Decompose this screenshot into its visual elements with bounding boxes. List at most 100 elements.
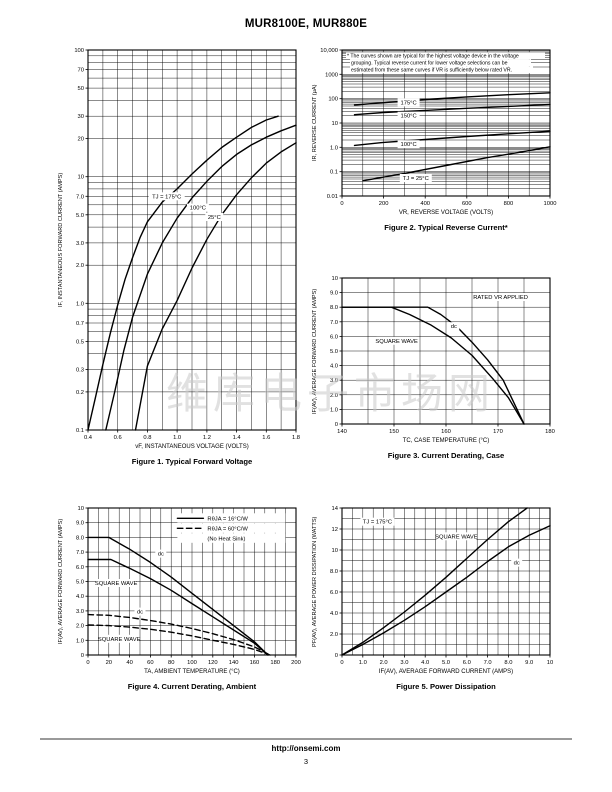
svg-text:1.4: 1.4 <box>233 435 242 441</box>
svg-text:1.0: 1.0 <box>359 660 367 666</box>
figure-5-y-axis-label: PF(AV), AVERAGE POWER DISSIPATION (WATTS… <box>312 516 318 647</box>
svg-text:150: 150 <box>389 429 399 435</box>
svg-text:(No Heat Sink): (No Heat Sink) <box>207 536 245 542</box>
svg-text:12: 12 <box>332 527 338 533</box>
figure-2-caption: Figure 2. Typical Reverse Current* <box>384 223 508 232</box>
svg-text:9.0: 9.0 <box>76 521 84 527</box>
svg-text:180: 180 <box>270 660 280 666</box>
svg-text:70: 70 <box>78 68 84 74</box>
svg-text:170: 170 <box>493 429 503 435</box>
svg-text:10: 10 <box>332 548 338 554</box>
svg-text:0: 0 <box>86 660 89 666</box>
figure-4-caption: Figure 4. Current Derating, Ambient <box>127 682 257 691</box>
svg-text:2.0: 2.0 <box>330 632 338 638</box>
svg-text:10: 10 <box>78 506 84 512</box>
svg-text:4.0: 4.0 <box>330 611 338 617</box>
figure-1-x-axis-label: vF, INSTANTANEOUS VOLTAGE (VOLTS) <box>135 444 249 450</box>
svg-text:SQUARE WAVE: SQUARE WAVE <box>435 534 478 540</box>
svg-text:0.4: 0.4 <box>84 435 93 441</box>
svg-text:0: 0 <box>81 653 84 659</box>
svg-text:10: 10 <box>547 660 553 666</box>
svg-text:5.0: 5.0 <box>442 660 450 666</box>
svg-text:4.0: 4.0 <box>330 364 338 370</box>
svg-text:8.0: 8.0 <box>330 305 338 311</box>
svg-text:2.0: 2.0 <box>330 393 338 399</box>
svg-text:dc: dc <box>137 610 143 616</box>
svg-text:140: 140 <box>337 429 347 435</box>
svg-text:600: 600 <box>462 201 472 207</box>
svg-text:100: 100 <box>187 660 197 666</box>
figure-4-x-axis-label: TA, AMBIENT TEMPERATURE (°C) <box>144 669 240 675</box>
svg-text:200: 200 <box>379 201 389 207</box>
figure-4-y-axis-label: IF(AV), AVERAGE FORWARD CURRENT (AMPS) <box>58 518 64 645</box>
svg-text:7.0: 7.0 <box>76 550 84 556</box>
svg-text:7.0: 7.0 <box>330 320 338 326</box>
svg-text:40: 40 <box>126 660 132 666</box>
svg-text:dc: dc <box>514 561 520 567</box>
svg-text:1000: 1000 <box>544 201 557 207</box>
svg-text:TJ = 175°C: TJ = 175°C <box>152 194 181 200</box>
figure-2: IR, REVERSE CURRENT (µA) 0 200 400 600 800 10… <box>312 44 558 232</box>
svg-text:RθJA = 60°C/W: RθJA = 60°C/W <box>207 526 248 532</box>
figure-4-plot: 0 20 40 60 80 100 120 140 160 180 200 10 9.0 8.0 7.0 6.… <box>76 506 301 666</box>
svg-text:160: 160 <box>250 660 260 666</box>
svg-text:6.0: 6.0 <box>330 334 338 340</box>
svg-text:9.0: 9.0 <box>330 291 338 297</box>
page-title: MUR8100E, MUR880E <box>244 18 368 30</box>
svg-text:100°C: 100°C <box>190 206 206 212</box>
svg-text:8.0: 8.0 <box>76 535 84 541</box>
svg-text:SQUARE WAVE: SQUARE WAVE <box>375 339 418 345</box>
svg-text:1.6: 1.6 <box>262 435 270 441</box>
figure-2-y-axis-label: IR, REVERSE CURRENT (µA) <box>312 84 318 162</box>
svg-text:8.0: 8.0 <box>330 569 338 575</box>
svg-text:dc: dc <box>158 552 164 558</box>
svg-text:estimated from these same curv: estimated from these same curves if VR i… <box>351 68 512 74</box>
svg-text:1.0: 1.0 <box>76 638 84 644</box>
svg-text:TJ = 25°C: TJ = 25°C <box>403 176 429 182</box>
svg-text:SQUARE WAVE: SQUARE WAVE <box>98 637 141 643</box>
figure-1-caption: Figure 1. Typical Forward Voltage <box>131 457 253 466</box>
svg-text:0.8: 0.8 <box>143 435 151 441</box>
svg-text:25°C: 25°C <box>208 215 221 221</box>
figure-2-plot: 0 200 400 600 800 1000 10,000 1000 100 10 1.0 0.1 0.… <box>320 48 557 207</box>
svg-text:10: 10 <box>332 276 338 282</box>
svg-text:100: 100 <box>74 48 84 54</box>
svg-text:1.2: 1.2 <box>203 435 211 441</box>
svg-text:0: 0 <box>335 653 338 659</box>
svg-text:3.0: 3.0 <box>400 660 408 666</box>
svg-text:3.0: 3.0 <box>76 609 84 615</box>
svg-text:0.3: 0.3 <box>76 368 84 374</box>
svg-text:6.0: 6.0 <box>330 590 338 596</box>
svg-text:RATED VR APPLIED: RATED VR APPLIED <box>473 295 528 301</box>
svg-text:9.0: 9.0 <box>525 660 533 666</box>
figure-2-x-axis-label: VR, REVERSE VOLTAGE (VOLTS) <box>398 210 494 216</box>
svg-text:400: 400 <box>420 201 430 207</box>
svg-text:4.0: 4.0 <box>421 660 429 666</box>
svg-text:100: 100 <box>328 97 338 103</box>
figure-5-caption: Figure 5. Power Dissipation <box>396 682 496 691</box>
figure-1: IF, INSTANTANEOUS FORWARD CURRENT (AMPS)… <box>58 44 304 466</box>
svg-text:7.0: 7.0 <box>76 194 84 200</box>
svg-text:1000: 1000 <box>325 72 338 78</box>
footer-page-number: 3 <box>303 757 309 766</box>
svg-text:100°C: 100°C <box>401 142 417 148</box>
figure-3-x-axis-label: TC, CASE TEMPERATURE (°C) <box>402 438 490 444</box>
figure-3: IF(AV), AVERAGE FORWARD CURRENT (AMPS) 1… <box>312 272 558 460</box>
svg-text:140: 140 <box>229 660 239 666</box>
svg-text:dc: dc <box>451 324 457 330</box>
svg-text:5.0: 5.0 <box>76 213 84 219</box>
svg-text:30: 30 <box>78 114 84 120</box>
svg-text:0.2: 0.2 <box>76 390 84 396</box>
svg-text:20: 20 <box>106 660 112 666</box>
svg-text:2.0: 2.0 <box>76 624 84 630</box>
svg-text:175°C: 175°C <box>401 100 417 106</box>
svg-text:3.0: 3.0 <box>330 378 338 384</box>
svg-text:1.0: 1.0 <box>330 407 338 413</box>
figure-1-plot: 0.4 0.6 0.8 1.0 1.2 1.4 1.6 1.8 100 70 50 30 20 10 7.0… <box>74 48 300 441</box>
svg-text:0: 0 <box>340 201 343 207</box>
svg-text:8.0: 8.0 <box>504 660 512 666</box>
figure-5-x-axis-label: IF(AV), AVERAGE FORWARD CURRENT (AMPS) <box>378 669 514 675</box>
svg-text:160: 160 <box>441 429 451 435</box>
svg-text:14: 14 <box>332 506 339 512</box>
svg-text:* The curves shown are typical: * The curves shown are typical for the h… <box>347 54 519 60</box>
